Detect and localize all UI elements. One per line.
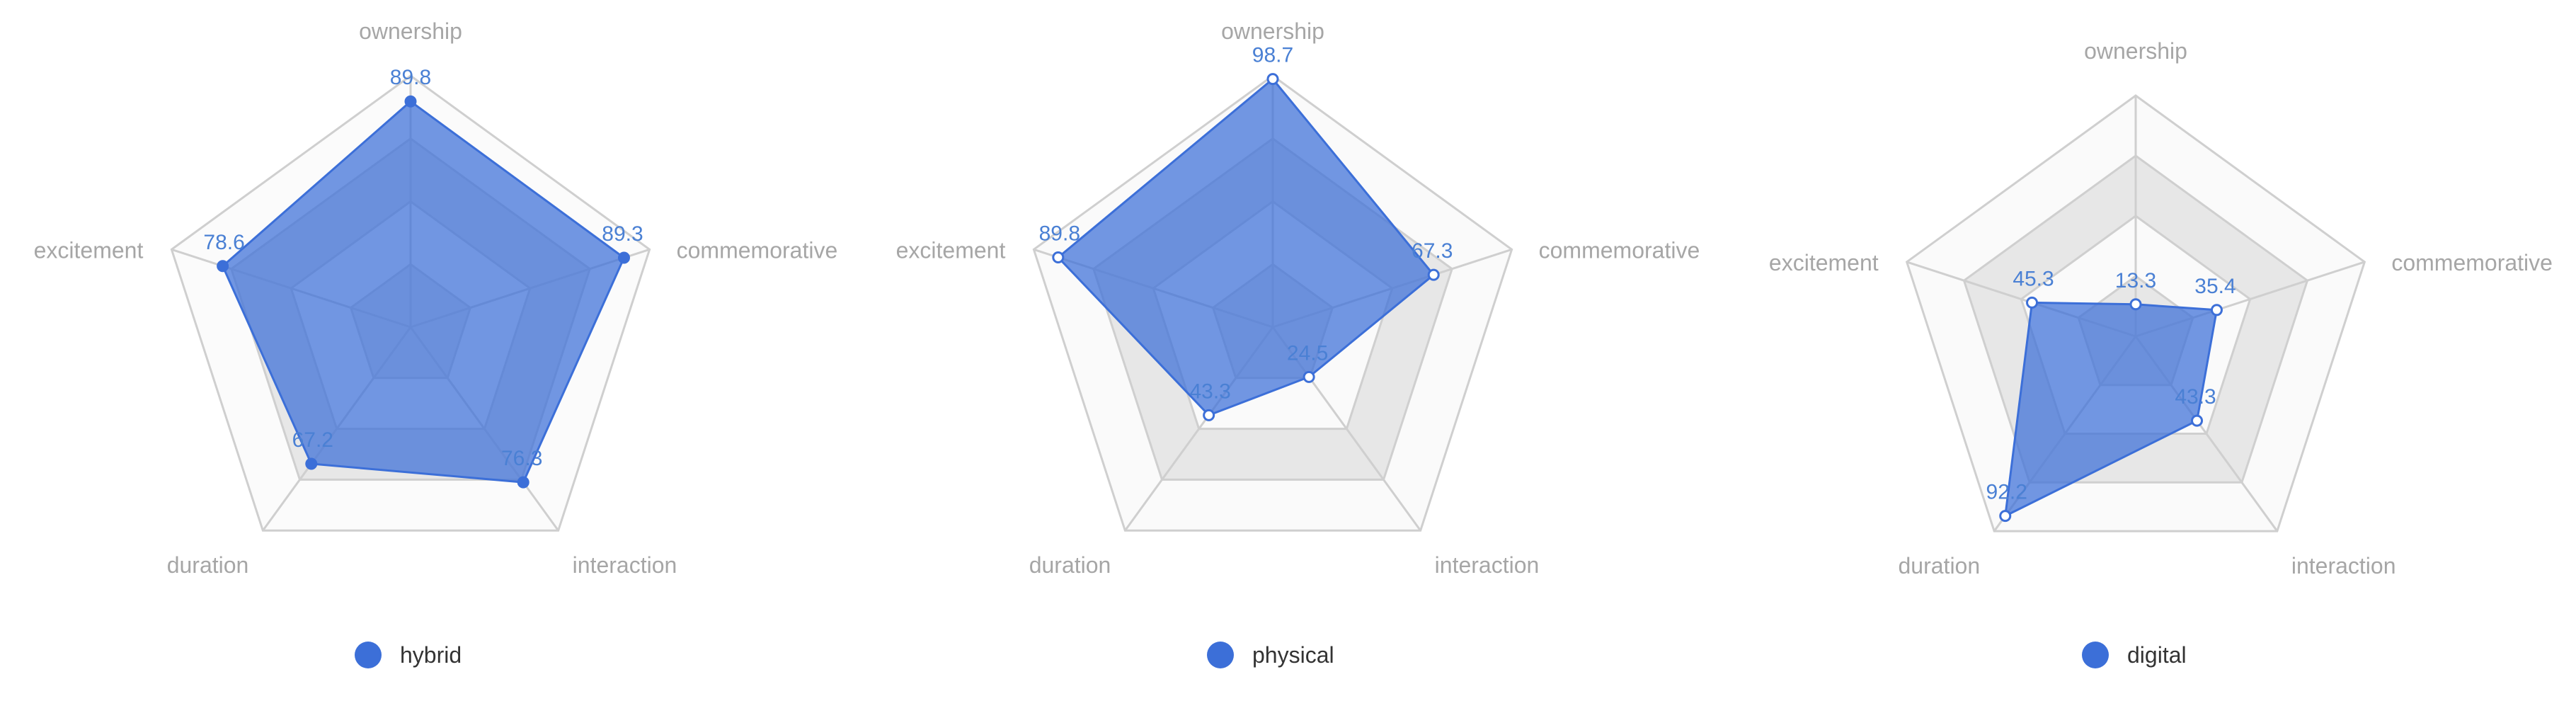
legend-label: digital [2127, 642, 2187, 668]
data-point-ownership[interactable] [2129, 298, 2142, 311]
axis-label-duration: duration [167, 552, 249, 578]
data-point-excitement[interactable] [1052, 251, 1065, 263]
axis-label-ownership: ownership [1221, 18, 1324, 44]
data-point-interaction[interactable] [517, 476, 529, 489]
axis-label-duration: duration [1899, 553, 1981, 579]
legend-marker [1207, 642, 1234, 668]
data-point-duration[interactable] [1203, 409, 1215, 421]
axis-label-excitement: excitement [1769, 250, 1879, 275]
data-point-ownership[interactable] [1266, 73, 1279, 86]
axis-label-interaction: interaction [2291, 553, 2396, 579]
data-label-excitement: 45.3 [2013, 267, 2054, 290]
data-point-excitement[interactable] [2026, 296, 2039, 309]
legend-marker [2082, 642, 2109, 668]
data-label-interaction: 43.3 [2175, 385, 2216, 409]
legend-marker [355, 642, 382, 668]
data-point-interaction[interactable] [2191, 414, 2204, 427]
data-label-commemorative: 67.3 [1412, 239, 1453, 263]
radar-chart-2: ownership commemorative interaction duratio… [896, 18, 1700, 668]
data-label-interaction: 76.3 [501, 447, 542, 470]
radar-chart-3: ownership commemorative interaction duratio… [1769, 38, 2553, 668]
data-label-interaction: 24.5 [1287, 341, 1328, 365]
data-label-ownership: 98.7 [1252, 44, 1293, 67]
axis-label-commemorative: commemorative [677, 237, 838, 263]
axis-label-commemorative: commemorative [2391, 250, 2553, 275]
axis-label-excitement: excitement [896, 237, 1006, 263]
axis-label-commemorative: commemorative [1539, 237, 1700, 263]
data-label-commemorative: 89.3 [602, 222, 643, 246]
data-label-excitement: 89.8 [1039, 222, 1080, 245]
axis-label-ownership: ownership [359, 18, 462, 44]
axis-label-interaction: interaction [573, 552, 677, 578]
data-point-commemorative[interactable] [1427, 268, 1440, 281]
data-point-commemorative[interactable] [2210, 304, 2223, 317]
data-label-duration: 43.3 [1189, 380, 1230, 403]
data-label-commemorative: 35.4 [2194, 275, 2236, 298]
data-label-ownership: 13.3 [2115, 269, 2156, 292]
legend-item-physical[interactable]: physical [1207, 642, 1334, 668]
radar-chart-1: ownership commemorative interaction duratio… [34, 18, 838, 668]
axis-label-excitement: excitement [34, 237, 144, 263]
data-point-excitement[interactable] [217, 260, 229, 273]
legend-item-hybrid[interactable]: hybrid [355, 642, 462, 668]
axis-label-ownership: ownership [2084, 38, 2187, 64]
data-label-duration: 92.2 [1986, 481, 2027, 504]
series-area-digital [2003, 301, 2219, 518]
data-point-ownership[interactable] [404, 95, 417, 108]
axis-label-interaction: interaction [1435, 552, 1540, 578]
data-label-excitement: 78.6 [203, 231, 244, 254]
legend-item-digital[interactable]: digital [2082, 642, 2187, 668]
legend-label: hybrid [400, 642, 462, 668]
data-point-interaction[interactable] [1303, 370, 1315, 383]
data-point-duration[interactable] [305, 457, 318, 470]
series-area-physical [1056, 77, 1436, 417]
data-point-commemorative[interactable] [617, 251, 630, 264]
data-label-duration: 67.2 [292, 428, 333, 452]
data-point-duration[interactable] [1999, 510, 2012, 523]
series-area-hybrid [221, 100, 626, 484]
axis-label-duration: duration [1029, 552, 1111, 578]
legend-label: physical [1252, 642, 1334, 668]
data-label-ownership: 89.8 [390, 66, 431, 89]
